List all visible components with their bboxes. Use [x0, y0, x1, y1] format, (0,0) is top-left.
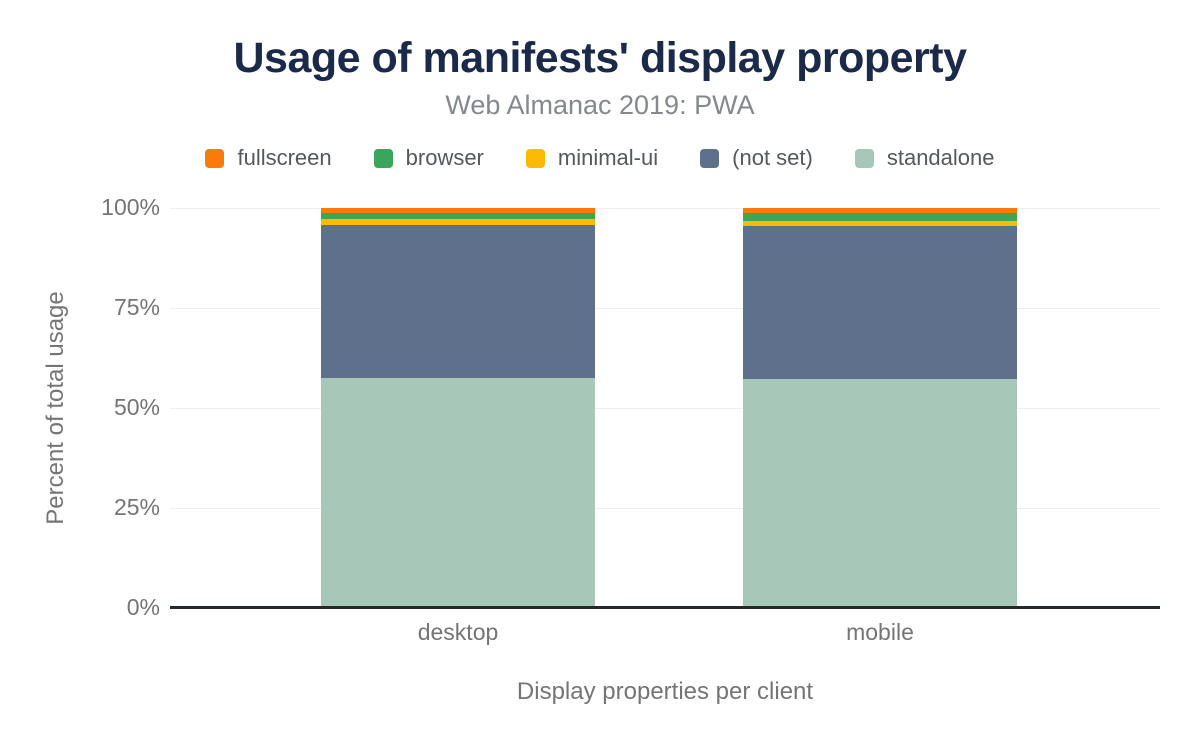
bar-segment-mobile-standalone [743, 378, 1017, 608]
x-axis-baseline [170, 606, 1160, 609]
legend-swatch-icon [854, 148, 874, 168]
legend-item-notset: (not set) [700, 145, 813, 171]
y-tick-0: 0% [126, 594, 160, 620]
legend-label: browser [405, 145, 484, 170]
legend-label: (not set) [732, 145, 813, 170]
bar-segment-mobile-minimal-ui [743, 220, 1017, 226]
gridline-100 [170, 208, 1160, 209]
y-tick-50: 50% [113, 394, 160, 420]
legend-label: standalone [886, 145, 995, 170]
legend-swatch-icon [373, 148, 393, 168]
plot-area [170, 208, 1160, 609]
legend-item-standalone: standalone [854, 145, 995, 171]
legend-label: fullscreen [237, 145, 332, 170]
x-tick-desktop: desktop [417, 619, 499, 645]
y-tick-25: 25% [113, 494, 160, 520]
bar-segment-desktop-fullscreen [321, 208, 595, 213]
bar-segment-mobile-browser [743, 212, 1017, 221]
legend-swatch-icon [700, 148, 720, 168]
gridline-25 [170, 508, 1160, 509]
gridline-50 [170, 408, 1160, 409]
y-tick-75: 75% [113, 294, 160, 320]
bar-segment-mobile-notset [743, 225, 1017, 379]
bar-segment-desktop-minimal-ui [321, 218, 595, 225]
bar-segment-desktop-notset [321, 224, 595, 379]
x-axis-labels: desktop mobile [170, 619, 1160, 649]
x-tick-mobile: mobile [846, 619, 914, 645]
page-title: Usage of manifests' display property [233, 34, 968, 82]
chart-subtitle: Web Almanac 2019: PWA [445, 90, 755, 120]
legend-item-fullscreen: fullscreen [205, 145, 332, 171]
bar-desktop [321, 208, 595, 608]
legend-swatch-icon [525, 148, 545, 168]
bar-segment-desktop-browser [321, 212, 595, 219]
legend-label: minimal-ui [557, 145, 659, 170]
legend-swatch-icon [205, 148, 225, 168]
legend: fullscreen browser minimal-ui (not set) stan… [0, 145, 1200, 171]
bar-mobile [743, 208, 1017, 608]
bar-segment-mobile-fullscreen [743, 208, 1017, 213]
bar-segment-desktop-standalone [321, 378, 595, 608]
legend-item-browser: browser [373, 145, 484, 171]
x-axis-title: Display properties per client [516, 678, 814, 705]
gridline-75 [170, 308, 1160, 309]
y-tick-100: 100% [101, 194, 160, 220]
y-axis-ticks: 0% 25% 50% 75% 100% [10, 0, 160, 742]
legend-item-minimal-ui: minimal-ui [525, 145, 659, 171]
